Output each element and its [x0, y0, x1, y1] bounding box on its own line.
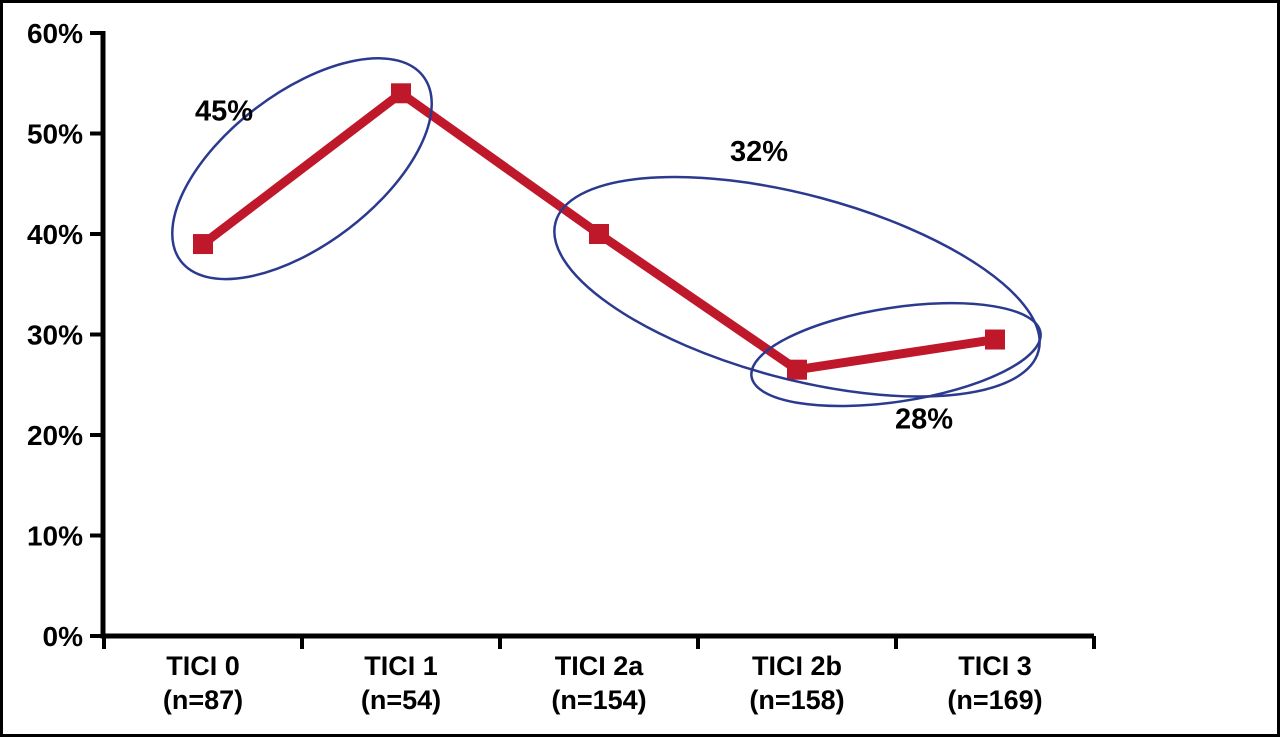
x-axis-category-sublabel: (n=54) [361, 685, 441, 715]
x-axis-category-label: TICI 0 [166, 651, 240, 681]
data-point [589, 224, 609, 244]
y-axis-tick-label: 20% [27, 420, 83, 451]
group-percentage-label: 32% [730, 136, 788, 168]
group-percentage-label: 45% [195, 96, 253, 128]
y-axis-tick-label: 40% [27, 219, 83, 250]
y-axis-tick-label: 50% [27, 119, 83, 150]
y-axis-tick-label: 30% [27, 320, 83, 351]
y-axis-tick-label: 10% [27, 521, 83, 552]
x-axis-category-label: TICI 3 [958, 651, 1032, 681]
group-ellipse [171, 57, 433, 281]
x-axis-category-sublabel: (n=169) [947, 685, 1042, 715]
tici-outcome-line-chart: 45% 32% 28% 0% 10% 20% 30% 40% 50% 60% TICI 0 (n=87… [27, 18, 1096, 715]
y-axis-tick-label: 60% [27, 18, 83, 49]
group-ellipse [553, 175, 1041, 398]
x-axis-category-label: TICI 2a [555, 651, 645, 681]
data-point [985, 329, 1005, 350]
group-ellipse [750, 301, 1042, 408]
x-axis-category-sublabel: (n=158) [749, 685, 844, 715]
x-axis-category-label: TICI 2b [752, 651, 842, 681]
x-axis-category-sublabel: (n=87) [163, 685, 243, 715]
y-axis-tick-label: 0% [43, 621, 84, 652]
data-point [391, 83, 411, 104]
group-percentage-label: 28% [895, 404, 953, 436]
data-point [787, 359, 807, 380]
data-point [193, 234, 213, 255]
x-axis-category-label: TICI 1 [364, 651, 438, 681]
x-axis-category-sublabel: (n=154) [551, 685, 646, 715]
